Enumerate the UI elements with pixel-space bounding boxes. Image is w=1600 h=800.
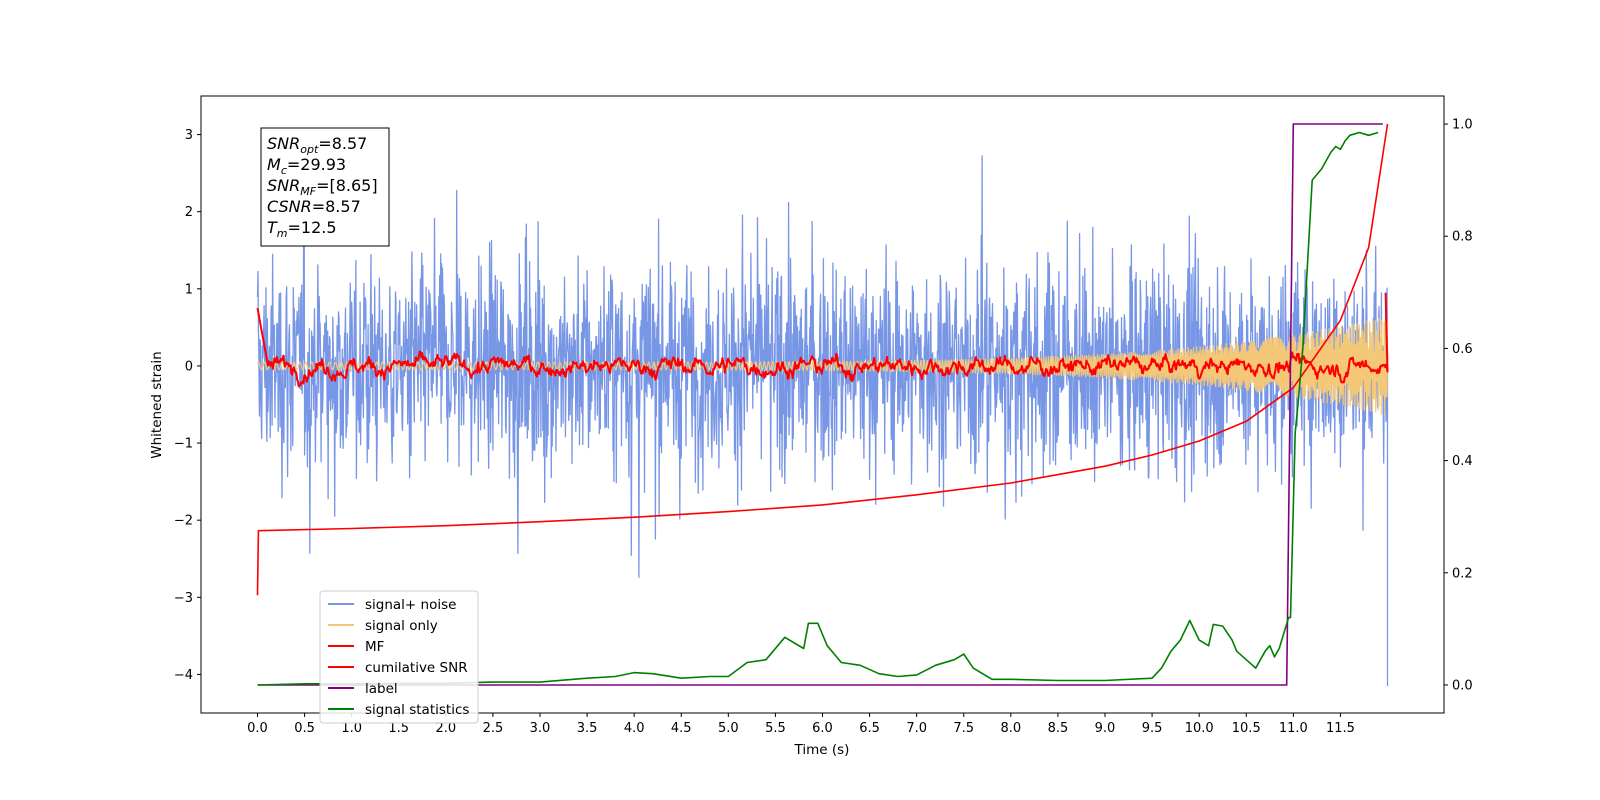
x-tick-label: 8.0	[1000, 721, 1021, 736]
y-tick-label: 0	[185, 359, 193, 374]
annotation-value: =[8.65]	[316, 176, 378, 195]
x-tick-label: 1.0	[341, 721, 362, 736]
series-line-label	[257, 123, 1383, 686]
series-layer	[256, 123, 1389, 686]
y-tick-label: 1	[185, 282, 193, 297]
annotation-line: SNRMF=[8.65]	[267, 176, 378, 198]
x-tick-label: 8.5	[1048, 721, 1069, 736]
x-tick-label: 11.0	[1279, 721, 1308, 736]
y-axis-right: 0.0 0.2 0.4 0.6 0.8 1.0	[1444, 118, 1473, 693]
annotation-box: SNRopt=8.57Mc=29.93SNRMF=[8.65]CSNR=8.57…	[260, 127, 390, 247]
series-line-signal-statistics	[257, 131, 1379, 686]
annotation-subscript: c	[281, 164, 287, 177]
x-tick-label: 3.5	[577, 721, 598, 736]
y2-tick-label: 0.2	[1452, 566, 1473, 581]
x-tick-label: 6.5	[859, 721, 880, 736]
legend-entry: signal only	[365, 618, 438, 634]
y-axis-label: Whitened strain	[149, 351, 165, 458]
legend-entry: signal+ noise	[365, 597, 456, 613]
legend: signal+ noise signal only MF cumilative SNR…	[319, 590, 479, 724]
annotation-symbol: T	[267, 218, 278, 237]
y2-tick-label: 0.6	[1452, 342, 1473, 357]
x-tick-label: 9.0	[1095, 721, 1116, 736]
annotation-subscript: m	[277, 227, 288, 240]
annotation-frame	[260, 127, 390, 247]
annotation-subscript: MF	[300, 185, 316, 198]
y-axis-left: −4 −3 −2 −1 0 1 2 3	[174, 128, 201, 683]
x-tick-label: 3.0	[530, 721, 551, 736]
x-tick-label: 0.0	[247, 721, 268, 736]
x-tick-label: 7.0	[906, 721, 927, 736]
x-tick-label: 0.5	[294, 721, 315, 736]
x-tick-label: 5.0	[718, 721, 739, 736]
legend-entry: signal statistics	[365, 702, 469, 718]
x-tick-label: 7.5	[953, 721, 974, 736]
x-tick-label: 2.0	[435, 721, 456, 736]
x-tick-label: 1.5	[388, 721, 409, 736]
annotation-symbol: CSNR	[267, 197, 312, 216]
annotation-line: CSNR=8.57	[267, 197, 361, 216]
annotation-value: =8.57	[312, 197, 361, 216]
annotation-line: Mc=29.93	[267, 155, 346, 177]
x-tick-label: 4.5	[671, 721, 692, 736]
y-tick-label: 2	[185, 205, 193, 220]
annotation-symbol: M	[267, 155, 281, 174]
x-tick-label: 4.0	[624, 721, 645, 736]
y-tick-label: −4	[174, 668, 193, 683]
y2-tick-label: 0.8	[1452, 230, 1473, 245]
y2-tick-label: 0.0	[1452, 678, 1473, 693]
annotation-value: =8.57	[318, 134, 367, 153]
x-tick-label: 9.5	[1142, 721, 1163, 736]
x-tick-label: 10.5	[1232, 721, 1261, 736]
x-axis-label: Time (s)	[794, 742, 850, 758]
x-tick-label: 2.5	[483, 721, 504, 736]
legend-frame	[319, 590, 479, 724]
annotation-line: Tm=12.5	[267, 218, 337, 240]
legend-entry: cumilative SNR	[365, 660, 468, 676]
annotation-value: =29.93	[287, 155, 346, 174]
legend-entry: MF	[365, 639, 384, 655]
annotation-symbol: SNR	[267, 176, 300, 195]
y2-tick-label: 1.0	[1452, 118, 1473, 133]
x-tick-label: 5.5	[765, 721, 786, 736]
y2-tick-label: 0.4	[1452, 454, 1473, 469]
annotation-value: =12.5	[288, 218, 337, 237]
series-line-signal-noise	[256, 155, 1389, 686]
y-tick-label: −2	[174, 514, 193, 529]
x-tick-label: 6.0	[812, 721, 833, 736]
x-tick-label: 10.0	[1185, 721, 1214, 736]
y-tick-label: −1	[174, 437, 193, 452]
annotation-symbol: SNR	[267, 134, 300, 153]
y-tick-label: −3	[174, 591, 193, 606]
annotation-subscript: opt	[300, 143, 319, 156]
annotation-line: SNRopt=8.57	[267, 134, 367, 156]
series-line-mf	[256, 292, 1389, 388]
legend-entry: label	[365, 681, 398, 697]
x-axis: 0.0 0.5 1.0 1.5 2.0 2.5 3.0 3.5 4.0 4.5 5.0 5.5 6.0 6…	[247, 713, 1355, 736]
x-tick-label: 11.5	[1326, 721, 1355, 736]
y-tick-label: 3	[185, 128, 193, 143]
